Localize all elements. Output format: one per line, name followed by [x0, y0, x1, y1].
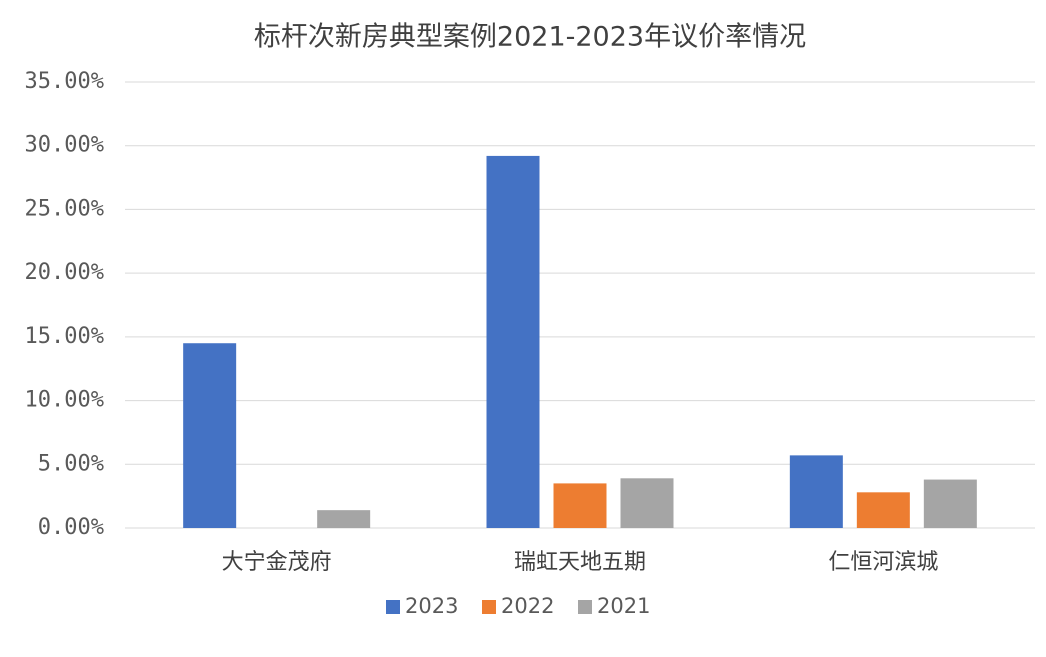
chart-title: 标杆次新房典型案例2021-2023年议价率情况 — [254, 22, 806, 53]
y-tick-label: 25.00% — [25, 196, 104, 221]
bar — [486, 155, 540, 528]
y-tick-label: 5.00% — [38, 451, 104, 476]
x-tick-label: 仁恒河滨城 — [828, 550, 938, 575]
bar — [553, 483, 607, 528]
bar — [923, 479, 977, 528]
y-tick-label: 20.00% — [25, 260, 104, 285]
legend-label: 2023 — [405, 594, 458, 618]
bar — [856, 492, 910, 528]
bar — [317, 510, 371, 528]
y-tick-label: 30.00% — [25, 133, 104, 158]
y-tick-label: 35.00% — [25, 69, 104, 94]
bar — [789, 455, 843, 528]
legend-swatch — [386, 600, 400, 614]
y-tick-label: 10.00% — [25, 388, 104, 413]
bar — [183, 343, 237, 528]
legend-swatch — [482, 600, 496, 614]
legend-swatch — [578, 600, 592, 614]
y-tick-label: 0.00% — [38, 515, 104, 540]
legend-label: 2021 — [597, 594, 650, 618]
x-tick-label: 大宁金茂府 — [222, 550, 332, 575]
legend-label: 2022 — [501, 594, 554, 618]
bar — [620, 478, 674, 528]
x-tick-label: 瑞虹天地五期 — [514, 550, 646, 575]
y-tick-label: 15.00% — [25, 324, 104, 349]
